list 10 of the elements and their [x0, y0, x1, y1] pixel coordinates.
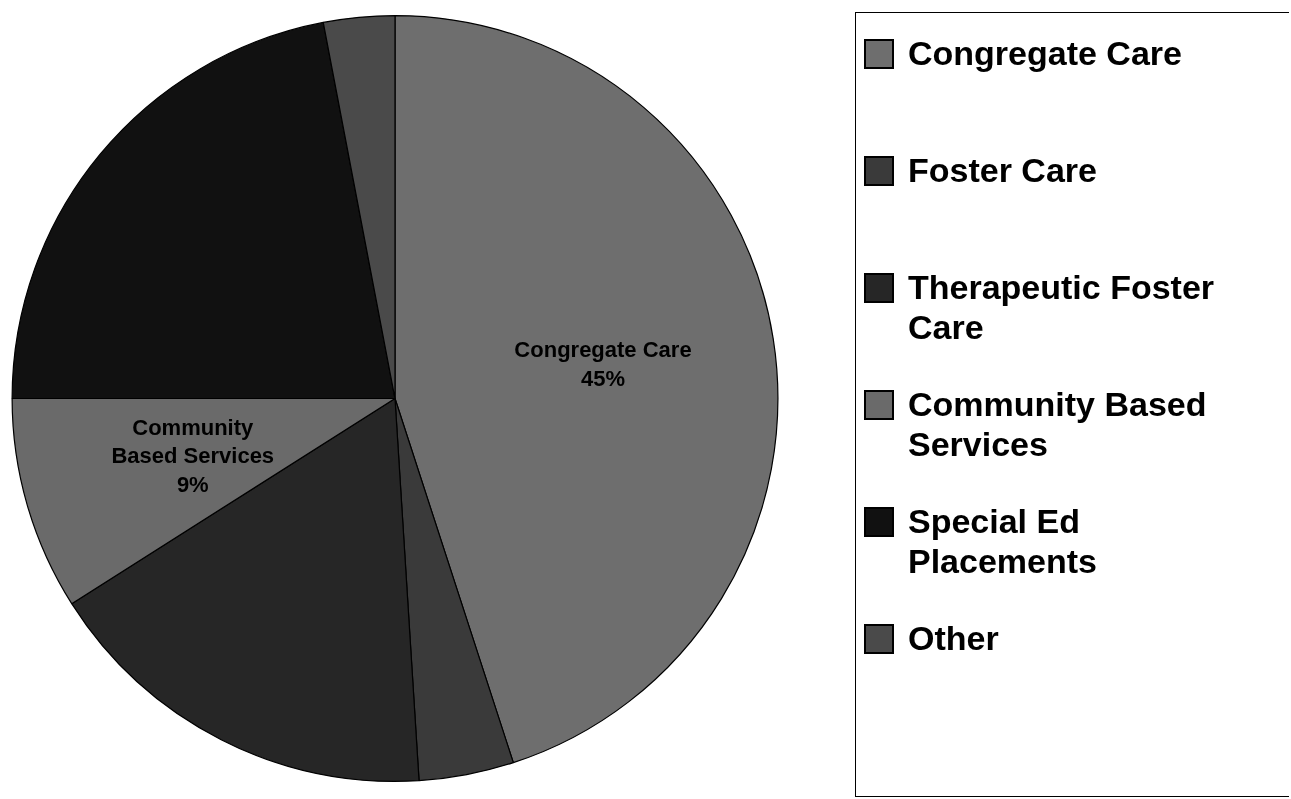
legend-label: Other — [908, 618, 1000, 658]
legend-label: Foster Care — [908, 150, 1098, 190]
legend-label: Congregate Care — [908, 33, 1183, 73]
data-label: 45% — [580, 365, 626, 391]
slice-label: Congregate Care — [514, 337, 692, 363]
data-label: 9% — [176, 471, 209, 497]
legend-label: Special Ed Placements — [908, 501, 1098, 581]
legend-label: Community Based Services — [908, 384, 1208, 464]
slice-label: Community Based Services — [111, 414, 275, 469]
legend-label: Therapeutic Foster Care — [908, 267, 1216, 347]
